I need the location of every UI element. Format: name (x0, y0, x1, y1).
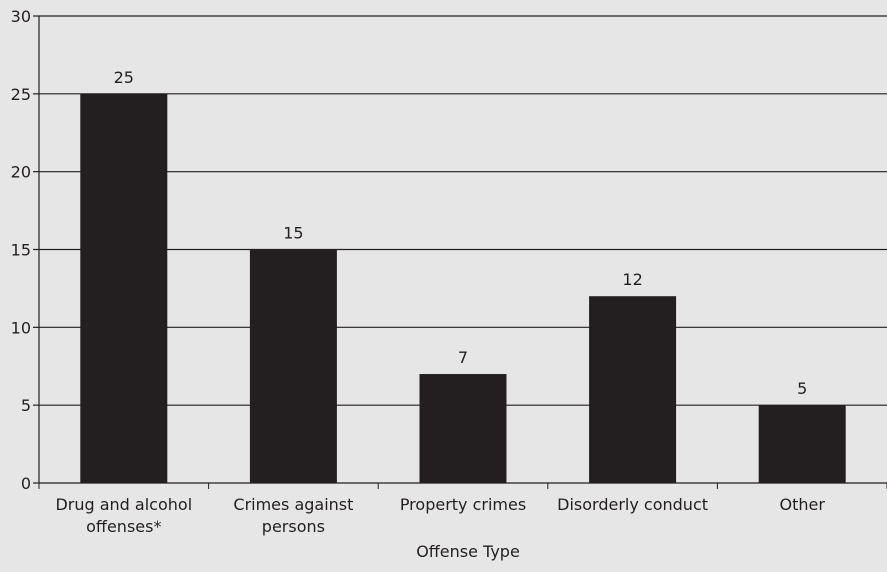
bar (80, 93, 168, 483)
axes (33, 15, 887, 489)
bar (419, 374, 507, 483)
x-tick-label: persons (262, 517, 325, 536)
bar (249, 249, 337, 483)
y-tick-label: 15 (11, 241, 31, 260)
x-tick-label: Drug and alcohol (55, 495, 192, 514)
x-tick-label: offenses* (86, 517, 161, 536)
data-label: 12 (622, 270, 642, 289)
bar (758, 405, 846, 483)
data-label: 25 (114, 68, 134, 87)
x-axis-title: Offense Type (416, 542, 520, 561)
x-tick-label: Other (779, 495, 825, 514)
y-tick-label: 0 (21, 474, 31, 493)
data-label: 7 (458, 348, 468, 367)
y-tick-label: 30 (11, 7, 31, 26)
y-tick-label: 20 (11, 163, 31, 182)
bars (80, 93, 846, 483)
x-tick-label: Property crimes (400, 495, 526, 514)
y-tick-label: 25 (11, 85, 31, 104)
bar (589, 296, 677, 483)
labels: 0 5 10 15 20 25 30 25 Drug and alcohol offenses* 1… (11, 7, 826, 536)
x-tick-label: Disorderly conduct (557, 495, 708, 514)
y-tick-label: 5 (21, 396, 31, 415)
data-label: 15 (283, 224, 303, 243)
y-tick-label: 10 (11, 318, 31, 337)
x-tick-label: Crimes against (233, 495, 353, 514)
data-label: 5 (797, 379, 807, 398)
gridlines (39, 15, 887, 406)
